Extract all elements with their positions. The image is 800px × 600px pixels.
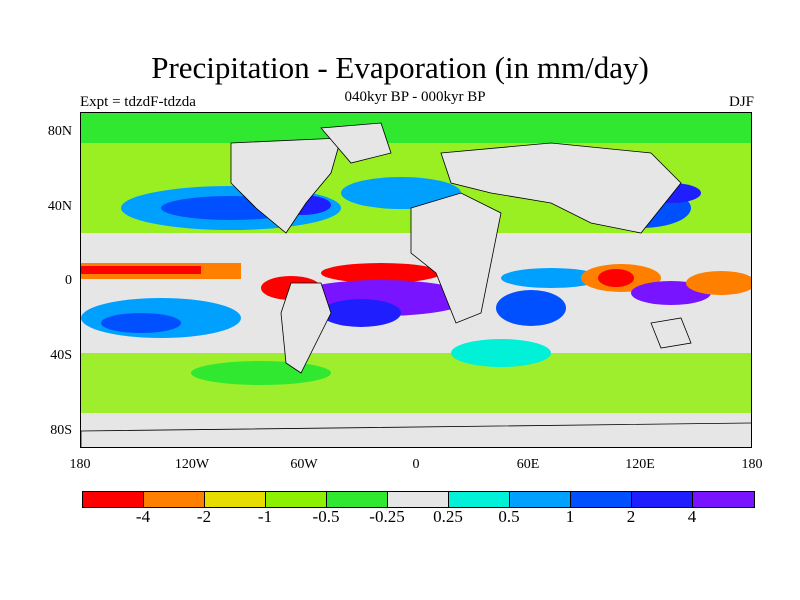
colorbar-swatch bbox=[83, 492, 144, 507]
season-label: DJF bbox=[728, 94, 754, 110]
colorbar-label: -2 bbox=[196, 507, 212, 526]
colorbar bbox=[82, 491, 755, 508]
lon-tick-label: 120E bbox=[625, 457, 655, 472]
colorbar-label: 1 bbox=[565, 507, 575, 526]
lat-tick-label: 40N bbox=[47, 199, 72, 214]
lon-tick-label: 180 bbox=[741, 457, 763, 472]
colorbar-swatch bbox=[449, 492, 510, 507]
colorbar-swatch bbox=[388, 492, 449, 507]
lat-tick-label: 0 bbox=[65, 273, 72, 288]
colorbar-swatch bbox=[144, 492, 205, 507]
colorbar-swatch bbox=[327, 492, 388, 507]
colorbar-label: 4 bbox=[687, 507, 697, 526]
pe-anomaly-field bbox=[81, 113, 751, 447]
colorbar-label: 0.25 bbox=[433, 507, 463, 526]
colorbar-label: 2 bbox=[626, 507, 636, 526]
colorbar-label: -1 bbox=[257, 507, 273, 526]
lon-tick-label: 0 bbox=[412, 457, 420, 472]
figure-subtitle: 040kyr BP - 000kyr BP bbox=[344, 89, 486, 105]
lat-tick-label: 80N bbox=[47, 124, 72, 139]
colorbar-swatch bbox=[266, 492, 327, 507]
colorbar-label: -0.25 bbox=[369, 507, 405, 526]
colorbar-swatch bbox=[571, 492, 632, 507]
lon-tick-label: 60W bbox=[290, 457, 318, 472]
colorbar-swatch bbox=[632, 492, 693, 507]
lat-tick-label: 80S bbox=[50, 423, 72, 438]
lat-tick-label: 40S bbox=[50, 348, 72, 363]
lon-tick-label: 60E bbox=[516, 457, 540, 472]
experiment-label: Expt = tdzdF-tdzda bbox=[80, 94, 196, 110]
colorbar-label: -4 bbox=[135, 507, 151, 526]
colorbar-swatch bbox=[693, 492, 754, 507]
colorbar-swatch bbox=[205, 492, 266, 507]
colorbar-swatch bbox=[510, 492, 571, 507]
lon-tick-label: 120W bbox=[174, 457, 210, 472]
map-panel bbox=[80, 112, 752, 448]
colorbar-label: 0.5 bbox=[498, 507, 520, 526]
colorbar-label: -0.5 bbox=[312, 507, 340, 526]
lon-tick-label: 180 bbox=[69, 457, 91, 472]
continents bbox=[81, 122, 751, 447]
figure-title: Precipitation - Evaporation (in mm/day) bbox=[151, 50, 649, 85]
